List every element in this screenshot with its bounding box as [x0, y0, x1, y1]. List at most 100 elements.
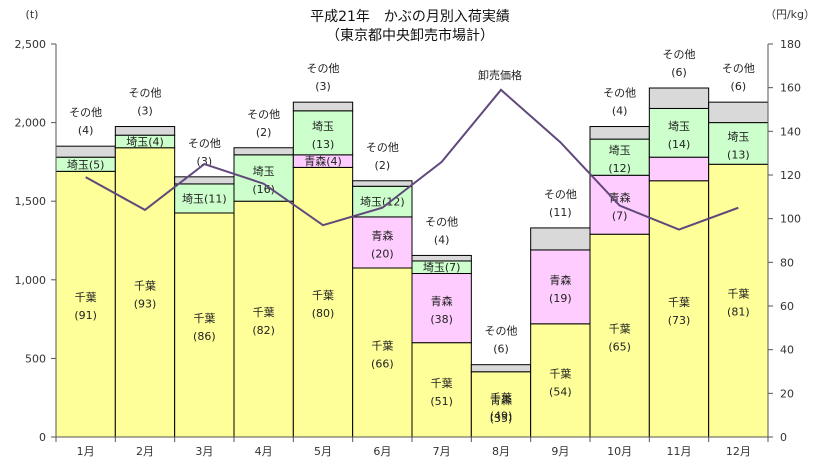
bar-segment	[648, 156, 710, 182]
segment-name-label: 千葉	[549, 366, 571, 380]
bar-segment	[411, 342, 472, 438]
x-tick-label: 6月	[373, 445, 391, 458]
segment-value-label: (16)	[252, 183, 275, 196]
segment-name-label: 千葉	[371, 339, 393, 353]
segment-name-label: 埼玉	[609, 143, 631, 157]
segment-name-label: 千葉	[431, 376, 453, 390]
bars-layer	[55, 87, 769, 438]
segment-name-label: 青森	[490, 393, 512, 407]
other-name-label: その他	[603, 87, 636, 100]
left-tick-label: 2,000	[15, 117, 47, 130]
right-tick-label: 160	[780, 82, 801, 95]
right-tick-label: 60	[780, 300, 794, 313]
bar-segment	[589, 126, 650, 140]
right-tick-label: 80	[780, 256, 794, 269]
bar-segment	[708, 101, 769, 124]
other-value-label: (4)	[434, 233, 450, 246]
other-name-label: その他	[307, 62, 340, 75]
other-name-label: その他	[425, 215, 458, 228]
segment-value-label: (54)	[549, 385, 572, 398]
x-tick-label: 11月	[667, 445, 692, 458]
other-value-label: (3)	[315, 80, 331, 93]
segment-value-label: (51)	[430, 395, 453, 408]
bar-segment	[530, 227, 591, 251]
price-line	[85, 88, 739, 231]
segment-name-label: 埼玉	[727, 129, 749, 143]
segment-value-label: (91)	[74, 309, 97, 322]
segment-name-label: 千葉	[312, 288, 334, 302]
bar-segment	[708, 163, 769, 438]
bar-segment	[648, 107, 710, 158]
other-value-label: (2)	[375, 159, 391, 172]
bar-segment	[470, 364, 532, 373]
other-name-label: その他	[544, 188, 577, 201]
segment-value-label: (66)	[371, 358, 394, 371]
bar-segment	[55, 170, 116, 438]
left-tick-label: 2,500	[15, 38, 47, 51]
bar-segment	[352, 180, 413, 187]
segment-name-label: 千葉	[490, 390, 512, 404]
segment-label: 青森(4)	[304, 154, 342, 168]
segment-name-label: 青森	[431, 294, 453, 308]
bar-segment	[648, 87, 710, 109]
segment-name-label: 青森	[371, 228, 393, 242]
bar-segment	[352, 267, 413, 438]
right-tick-label: 0	[780, 431, 787, 444]
left-tick-label: 1,000	[15, 274, 47, 287]
bar-segment	[292, 101, 354, 112]
segment-value-label: (14)	[668, 138, 691, 151]
x-tick-label: 1月	[77, 445, 95, 458]
other-value-label: (6)	[731, 80, 747, 93]
segment-value-label: (35)	[490, 412, 513, 425]
x-tick-label: 2月	[136, 445, 154, 458]
segment-value-label: (49)	[490, 409, 513, 422]
right-axis-unit: （円/kg）	[765, 8, 815, 21]
segment-label: 埼玉(7)	[423, 260, 461, 274]
segment-value-label: (82)	[252, 324, 275, 337]
left-tick-label: 0	[39, 431, 46, 444]
bar-segment	[530, 323, 591, 438]
left-tick-label: 500	[25, 352, 46, 365]
other-value-label: (4)	[78, 124, 94, 137]
other-value-label: (11)	[549, 206, 572, 219]
other-name-label: その他	[247, 108, 280, 121]
segment-name-label: 埼玉	[668, 119, 690, 133]
bar-segment	[708, 122, 769, 165]
x-tick-label: 5月	[314, 445, 332, 458]
right-tick-label: 140	[780, 125, 801, 138]
right-tick-label: 100	[780, 213, 801, 226]
other-value-label: (2)	[256, 126, 272, 139]
segment-label: 埼玉(4)	[126, 134, 164, 148]
bar-segment	[55, 145, 116, 158]
segment-value-label: (93)	[134, 297, 157, 310]
x-tick-label: 4月	[255, 445, 273, 458]
segment-value-label: (13)	[727, 148, 750, 161]
segment-name-label: 青森	[609, 191, 631, 205]
segment-value-label: (12)	[608, 162, 631, 175]
bar-segment	[233, 147, 294, 156]
other-name-label: その他	[188, 137, 221, 150]
bar-segment	[411, 254, 472, 262]
other-value-label: (6)	[493, 343, 509, 356]
segment-value-label: (19)	[549, 292, 572, 305]
segment-name-label: 千葉	[609, 322, 631, 336]
bar-segment	[470, 371, 532, 438]
bar-segment	[292, 110, 354, 156]
segment-name-label: 千葉	[727, 287, 749, 301]
segment-name-label: 青森	[549, 273, 571, 287]
x-tick-label: 9月	[551, 445, 569, 458]
x-tick-label: 3月	[195, 445, 213, 458]
other-name-label: その他	[722, 62, 755, 75]
segment-name-label: 千葉	[668, 295, 690, 309]
right-tick-label: 180	[780, 38, 801, 51]
chart-title: 平成21年 かぶの月別入荷実績	[310, 9, 510, 25]
segment-label: 埼玉(5)	[67, 157, 105, 171]
right-tick-label: 20	[780, 387, 794, 400]
segment-value-label: (73)	[668, 314, 691, 327]
right-tick-label: 120	[780, 169, 801, 182]
left-axis-unit: (t)	[26, 8, 39, 21]
bar-segment	[589, 233, 650, 438]
chart-subtitle: （東京都中央卸売市場計）	[326, 27, 494, 44]
segment-value-label: (38)	[430, 313, 453, 326]
